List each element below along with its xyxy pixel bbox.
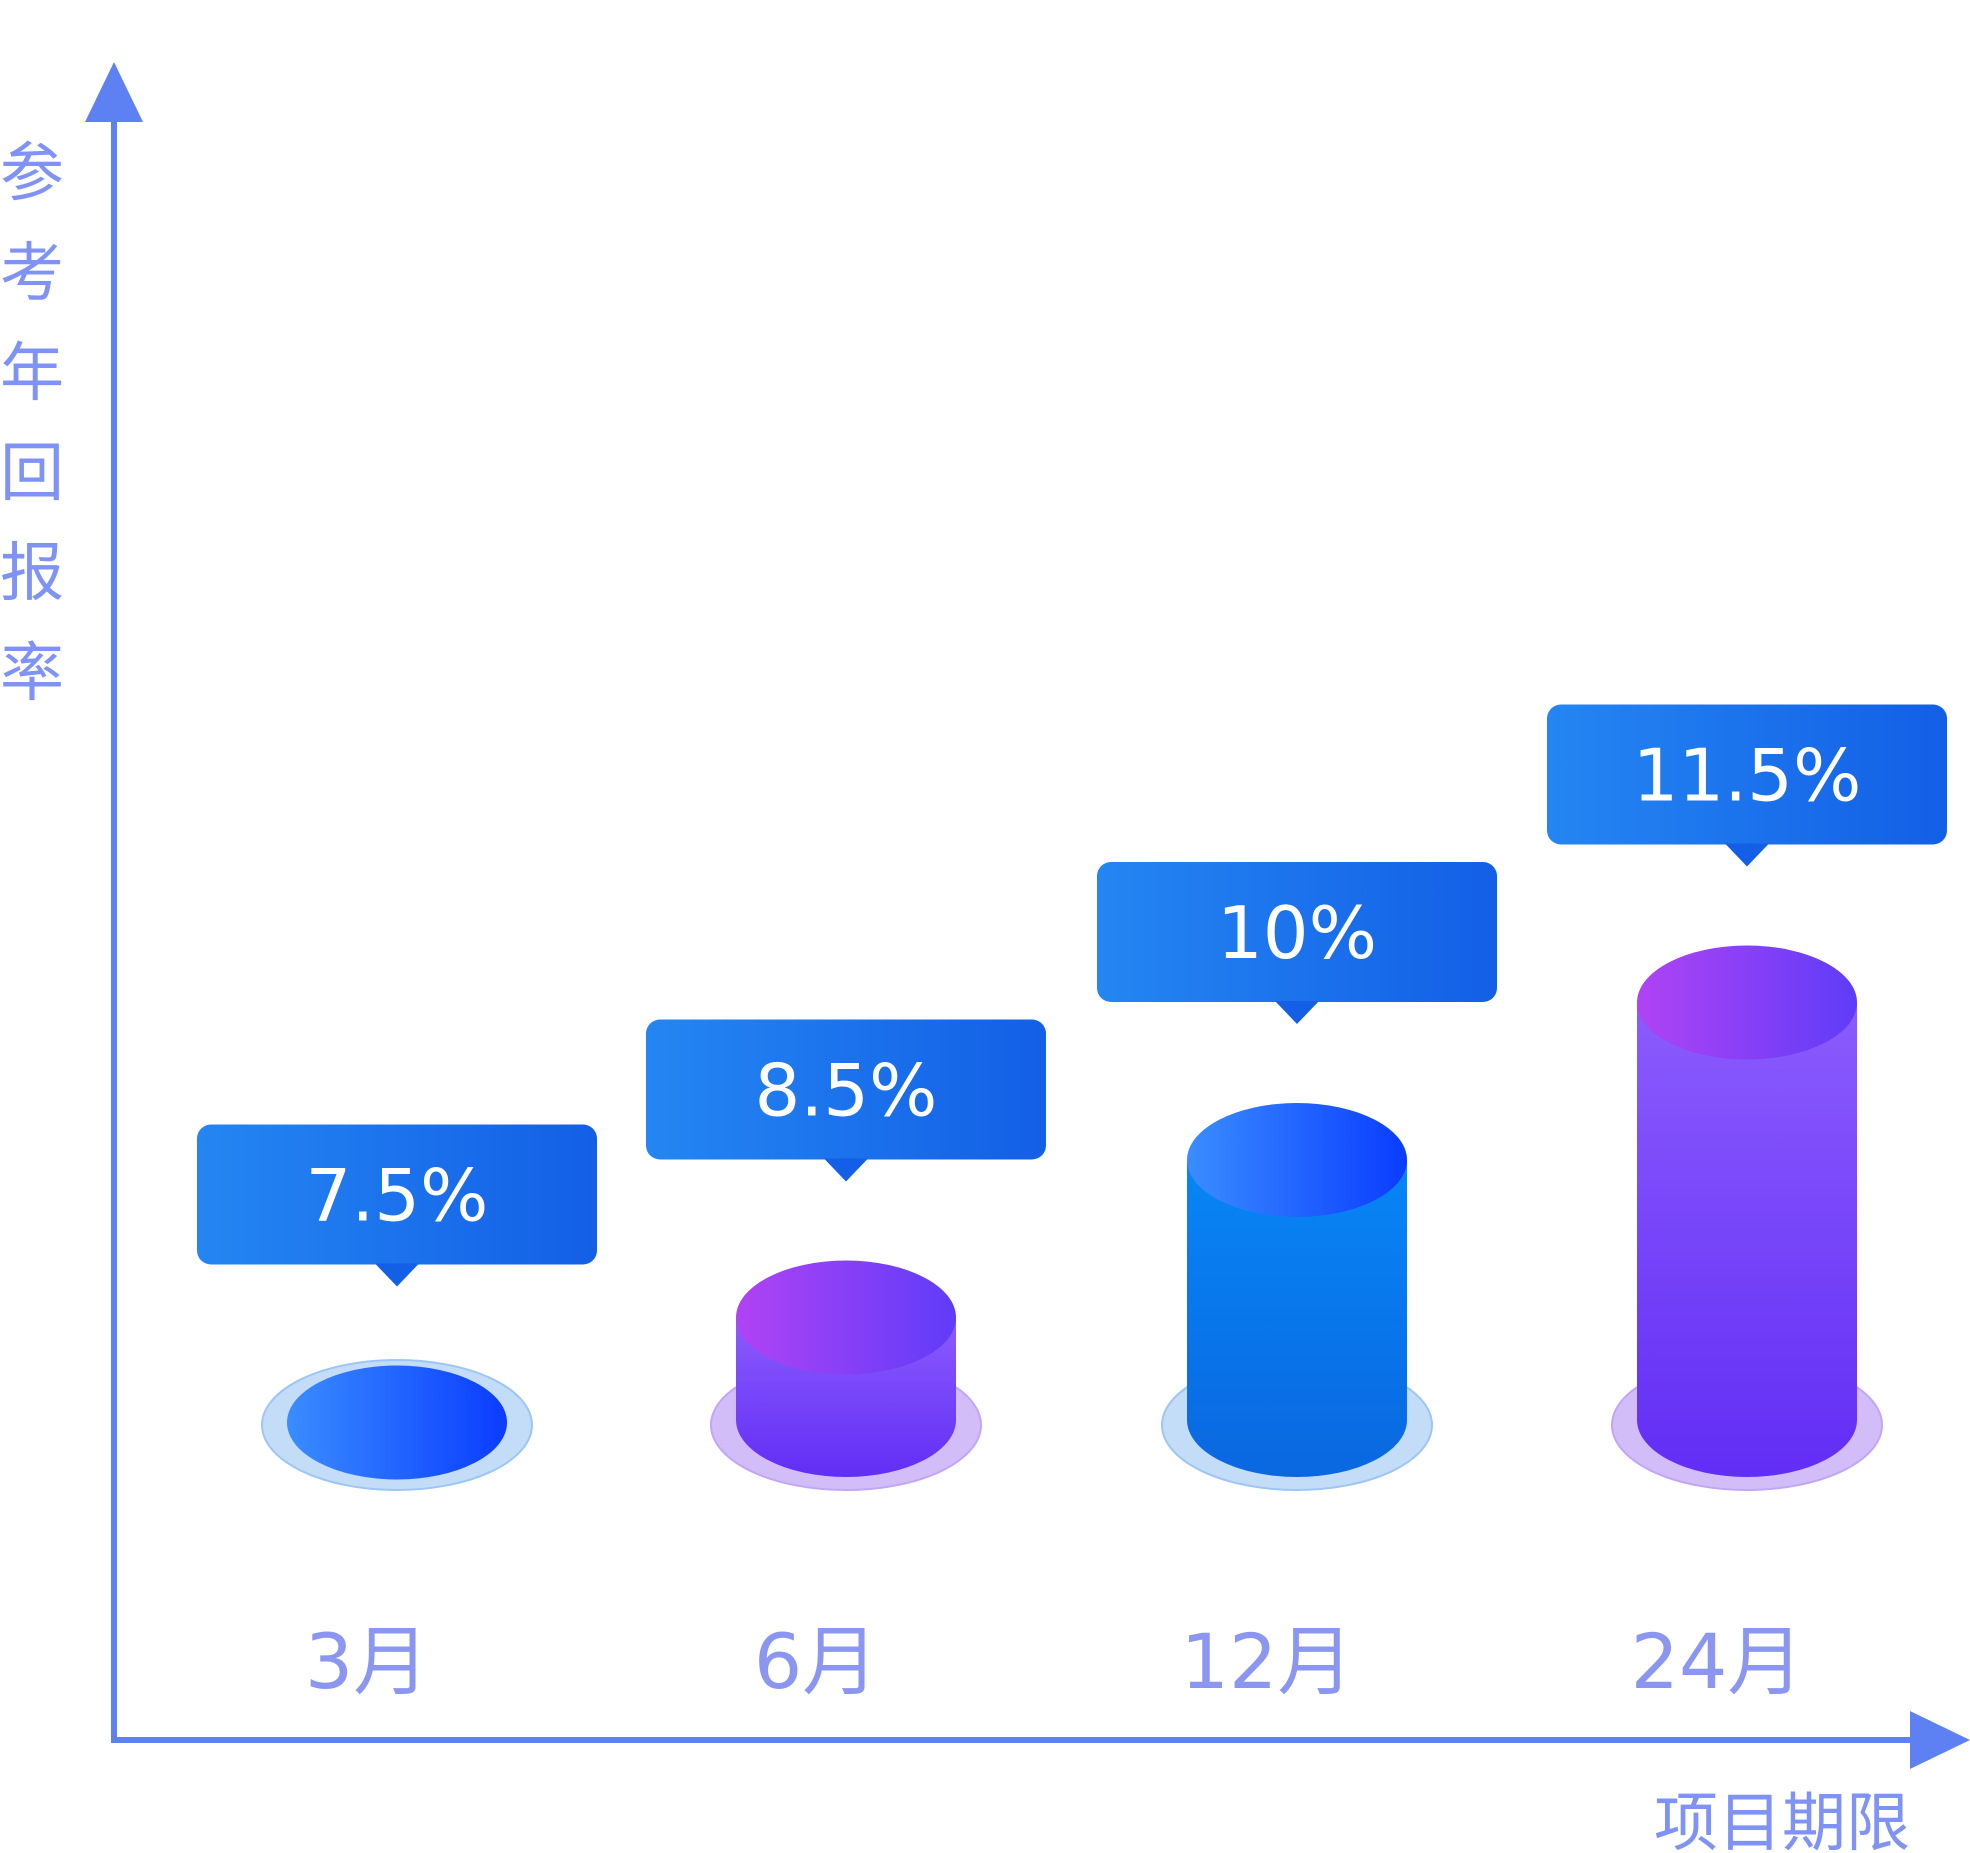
callout-pointer bbox=[1275, 1001, 1319, 1024]
y-axis-arrow-icon bbox=[85, 62, 143, 122]
bar-top-cap bbox=[287, 1365, 507, 1480]
x-tick-label: 6月 bbox=[754, 1617, 878, 1706]
callout-box bbox=[197, 1124, 597, 1265]
x-axis-label: 项目期限 bbox=[1654, 1787, 1910, 1853]
callout-pointer bbox=[1725, 843, 1769, 867]
callout-box bbox=[1097, 862, 1497, 1002]
bar-top-cap bbox=[736, 1260, 956, 1375]
bars bbox=[261, 945, 1883, 1491]
value-callouts: 7.5% 8.5% 10% 11.5% bbox=[197, 704, 1947, 1287]
bar-top-cap bbox=[1187, 1103, 1407, 1217]
value-callout: 11.5% bbox=[1547, 704, 1947, 867]
bar-body bbox=[1637, 1002, 1857, 1477]
bar-body bbox=[1187, 1160, 1407, 1477]
x-tick-labels: 3月 6月 12月 24月 bbox=[305, 1617, 1804, 1706]
callout-box bbox=[1547, 704, 1947, 845]
x-tick-label: 24月 bbox=[1631, 1617, 1804, 1706]
bar-3 bbox=[1161, 1103, 1433, 1491]
value-callout: 7.5% bbox=[197, 1124, 597, 1287]
callout-box bbox=[646, 1019, 1046, 1160]
value-callout: 8.5% bbox=[646, 1019, 1046, 1182]
callout-pointer bbox=[375, 1263, 419, 1287]
x-tick-label: 3月 bbox=[305, 1617, 429, 1706]
value-label: 11.5% bbox=[1633, 734, 1862, 818]
value-callout: 10% bbox=[1097, 862, 1497, 1024]
x-tick-label: 12月 bbox=[1181, 1617, 1354, 1706]
y-axis-label: 参考年回报率 bbox=[0, 137, 64, 711]
bar-1 bbox=[261, 1359, 533, 1491]
bar-top-cap bbox=[1637, 945, 1857, 1060]
x-axis-arrow-icon bbox=[1910, 1711, 1970, 1769]
bar-2 bbox=[710, 1260, 982, 1491]
callout-pointer bbox=[824, 1158, 868, 1182]
axes bbox=[85, 62, 1970, 1769]
value-label: 8.5% bbox=[755, 1049, 938, 1133]
value-label: 7.5% bbox=[306, 1154, 489, 1238]
bar-4 bbox=[1611, 945, 1883, 1491]
value-label: 10% bbox=[1217, 891, 1377, 975]
